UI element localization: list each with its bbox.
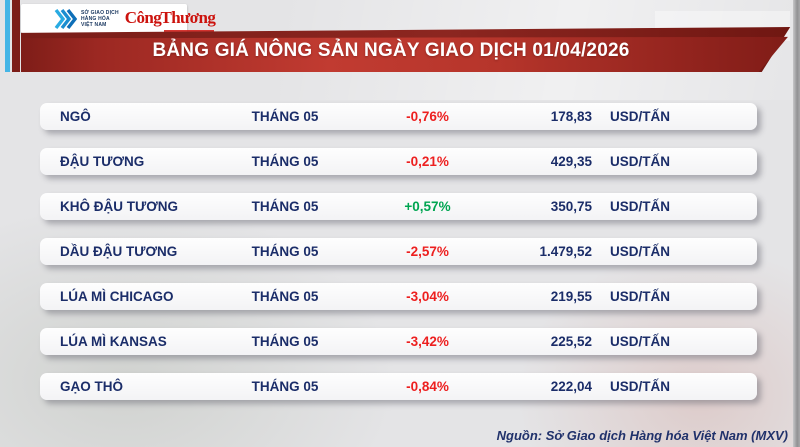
table-row: DẦU ĐẬU TƯƠNG THÁNG 05 -2,57% 1.479,52 U… bbox=[40, 238, 757, 265]
price-value: 219,55 bbox=[550, 289, 592, 304]
congthuong-tagline bbox=[164, 30, 215, 32]
change-percent: -2,57% bbox=[406, 244, 449, 259]
change-percent: -3,04% bbox=[406, 289, 449, 304]
title-banner: BẢNG GIÁ NÔNG SẢN NGÀY GIAO DỊCH 01/04/2… bbox=[21, 27, 791, 72]
contract-month: THÁNG 05 bbox=[251, 334, 319, 349]
mxv-line-2: HÀNG HÓA bbox=[81, 15, 110, 22]
commodity-name: ĐẬU TƯƠNG bbox=[60, 154, 145, 169]
table-row: LÚA MÌ KANSAS THÁNG 05 -3,42% 225,52 USD… bbox=[40, 328, 757, 355]
page-right-edge bbox=[793, 0, 800, 447]
price-value: 1.479,52 bbox=[539, 244, 592, 259]
contract-month: THÁNG 05 bbox=[251, 199, 319, 214]
mxv-line-1: SỞ GIAO DỊCH bbox=[81, 9, 119, 16]
price-value: 225,52 bbox=[550, 334, 592, 349]
price-value: 429,35 bbox=[550, 154, 592, 169]
page-title: BẢNG GIÁ NÔNG SẢN NGÀY GIAO DỊCH 01/04/2… bbox=[152, 40, 630, 61]
table-row: KHÔ ĐẬU TƯƠNG THÁNG 05 +0,57% 350,75 USD… bbox=[40, 193, 757, 220]
price-unit: USD/TẤN bbox=[610, 289, 670, 304]
price-value: 178,83 bbox=[550, 109, 592, 124]
price-table: NGÔ THÁNG 05 -0,76% 178,83 USD/TẤN ĐẬU T… bbox=[40, 103, 757, 418]
accent-stripe-cyan bbox=[5, 0, 10, 72]
banner-ribbon bbox=[21, 36, 788, 72]
source-note: Nguồn: Sở Giao dịch Hàng hóa Việt Nam (M… bbox=[496, 428, 788, 443]
contract-month: THÁNG 05 bbox=[251, 379, 319, 394]
price-unit: USD/TẤN bbox=[610, 154, 670, 169]
contract-month: THÁNG 05 bbox=[251, 289, 319, 304]
table-row: NGÔ THÁNG 05 -0,76% 178,83 USD/TẤN bbox=[40, 103, 757, 130]
price-unit: USD/TẤN bbox=[610, 199, 670, 214]
price-unit: USD/TẤN bbox=[610, 334, 670, 349]
price-unit: USD/TẤN bbox=[610, 244, 670, 259]
commodity-name: LÚA MÌ CHICAGO bbox=[60, 289, 174, 304]
contract-month: THÁNG 05 bbox=[251, 244, 319, 259]
change-percent: -0,21% bbox=[406, 154, 449, 169]
contract-month: THÁNG 05 bbox=[251, 109, 319, 124]
price-unit: USD/TẤN bbox=[610, 379, 670, 394]
commodity-name: LÚA MÌ KANSAS bbox=[60, 334, 167, 349]
change-percent: -0,76% bbox=[406, 109, 449, 124]
contract-month: THÁNG 05 bbox=[251, 154, 319, 169]
table-row: LÚA MÌ CHICAGO THÁNG 05 -3,04% 219,55 US… bbox=[40, 283, 757, 310]
mxv-wordmark: SỞ GIAO DỊCH HÀNG HÓA VIỆT NAM bbox=[81, 10, 119, 28]
accent-stripe-maroon bbox=[12, 0, 20, 72]
mxv-line-3: VIỆT NAM bbox=[81, 21, 107, 28]
logo-card: SỞ GIAO DỊCH HÀNG HÓA VIỆT NAM Công Thươ… bbox=[21, 4, 216, 33]
congthuong-logo: Công Thương bbox=[124, 8, 216, 32]
change-percent: -0,84% bbox=[406, 379, 449, 394]
commodity-name: KHÔ ĐẬU TƯƠNG bbox=[60, 199, 178, 214]
mxv-chevrons-icon bbox=[54, 8, 77, 29]
congthuong-wordmark: Công Thương bbox=[124, 8, 216, 27]
change-percent: -3,42% bbox=[406, 334, 449, 349]
commodity-name: DẦU ĐẬU TƯƠNG bbox=[60, 244, 178, 259]
price-value: 350,75 bbox=[550, 199, 592, 214]
price-value: 222,04 bbox=[550, 379, 592, 394]
table-row: ĐẬU TƯƠNG THÁNG 05 -0,21% 429,35 USD/TẤN bbox=[40, 148, 757, 175]
price-unit: USD/TẤN bbox=[610, 109, 670, 124]
table-row: GẠO THÔ THÁNG 05 -0,84% 222,04 USD/TẤN bbox=[40, 373, 757, 400]
commodity-name: GẠO THÔ bbox=[60, 379, 123, 394]
change-percent: +0,57% bbox=[404, 199, 451, 214]
commodity-name: NGÔ bbox=[60, 109, 91, 124]
